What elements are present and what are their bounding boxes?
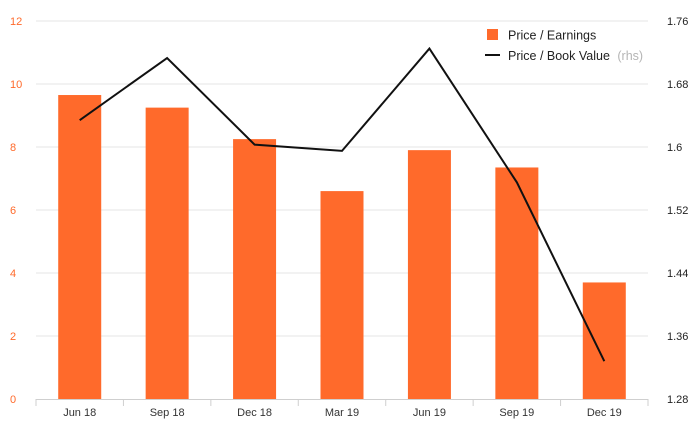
x-tick-label-mar-19: Mar 19 (325, 407, 359, 419)
x-tick-label-jun-19: Jun 19 (413, 407, 446, 419)
y-left-tick-label-2: 4 (10, 268, 16, 280)
y-left-tick-label-4: 8 (10, 142, 16, 154)
y-right-tick-label-0: 1.28 (667, 394, 688, 406)
bar-dec-19 (582, 282, 626, 399)
legend-line-name: Price / Book Value (508, 49, 610, 63)
y-right-tick-label-4: 1.6 (667, 142, 682, 154)
bar-dec-18 (233, 139, 277, 399)
x-tick-label-dec-18: Dec 18 (237, 407, 272, 419)
legend-swatch-bar (487, 29, 498, 40)
y-left-tick-label-5: 10 (10, 79, 22, 91)
y-right-tick-label-3: 1.52 (667, 205, 688, 217)
legend-label-line: Price / Book Value (rhs) (508, 49, 643, 63)
y-right-tick-label-6: 1.76 (667, 16, 688, 28)
legend: Price / Earnings Price / Book Value (rhs… (485, 29, 643, 63)
line-series (79, 46, 606, 362)
x-tick-label-sep-18: Sep 18 (150, 407, 185, 419)
x-tick-label-sep-19: Sep 19 (499, 407, 534, 419)
y-right-tick-label-2: 1.44 (667, 268, 688, 280)
x-tick-label-jun-18: Jun 18 (63, 407, 96, 419)
legend-label-bar: Price / Earnings (508, 29, 596, 43)
bar-sep-18 (145, 107, 189, 399)
x-axis: Jun 18 Sep 18 Dec 18 Mar 19 Jun 19 Sep 19 Dec … (35, 399, 649, 419)
y-left-tick-label-6: 12 (10, 16, 22, 28)
bar-mar-19 (320, 191, 364, 399)
y-left-tick-label-0: 0 (10, 394, 16, 406)
y-right-tick-label-1: 1.36 (667, 331, 688, 343)
bar-sep-19 (495, 167, 539, 399)
y-axis-left: 0 2 4 6 8 10 12 (10, 16, 22, 406)
legend-line-suffix: (rhs) (617, 49, 643, 63)
y-left-tick-label-3: 6 (10, 205, 16, 217)
x-tick-label-dec-19: Dec 19 (587, 407, 622, 419)
y-right-tick-label-5: 1.68 (667, 79, 688, 91)
bar-jun-18 (58, 95, 102, 400)
y-left-tick-label-1: 2 (10, 331, 16, 343)
y-axis-right: 1.28 1.36 1.44 1.52 1.6 1.68 1.76 (667, 16, 688, 406)
bar-jun-19 (407, 150, 451, 399)
bar-series (58, 95, 626, 400)
